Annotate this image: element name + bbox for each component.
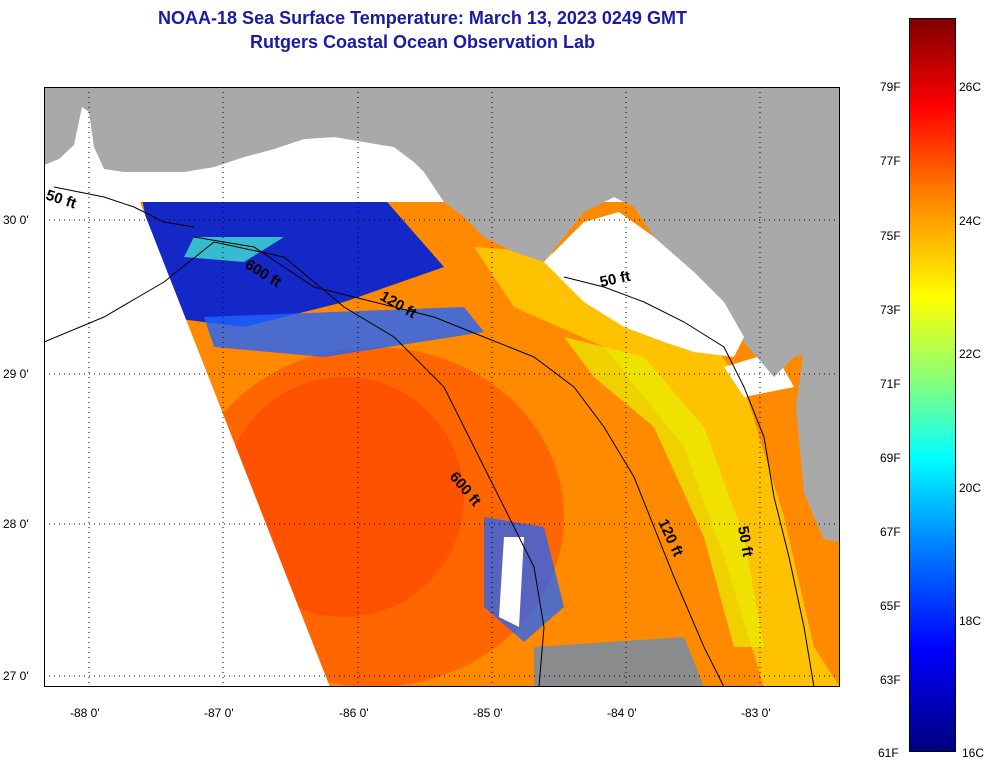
contour-label: 50 ft: [734, 525, 756, 558]
map-frame: [44, 87, 840, 687]
longitude-tick-label: -84 0': [607, 706, 637, 720]
peninsula-land: [796, 347, 840, 542]
graticule: [44, 87, 840, 687]
teal-patch: [184, 237, 284, 262]
colorbar-fahrenheit-label: 63F: [880, 673, 901, 687]
latitude-tick-label: 28 0': [3, 517, 29, 531]
colorbar-fahrenheit-label: 69F: [880, 451, 901, 465]
sst-map: 50 ft 600 ft 120 ft 50 ft 600 ft 120 ft …: [44, 87, 840, 687]
map-subtitle: Rutgers Coastal Ocean Observation Lab: [249, 32, 596, 52]
colorbar-fahrenheit-label: 79F: [880, 80, 901, 94]
southern-cool-patch: [534, 637, 704, 687]
latitude-tick-label: 27 0': [3, 669, 29, 683]
longitude-tick-label: -85 0': [473, 706, 503, 720]
colorbar-celsius-label: 22C: [959, 347, 982, 361]
longitude-tick-label: -83 0': [741, 706, 771, 720]
colorbar-fahrenheit-label: 77F: [880, 154, 901, 168]
colorbar-celsius-label: 18C: [959, 614, 982, 628]
latitude-tick-label: 29 0': [3, 367, 29, 381]
colorbar-fahrenheit-label: 67F: [880, 525, 901, 539]
colorbar-fahrenheit-label: 65F: [880, 599, 901, 613]
longitude-tick-label: -88 0': [70, 706, 100, 720]
contour-label: 50 ft: [598, 268, 632, 291]
colorbar-fahrenheit-label: 61F: [878, 746, 899, 760]
warm-center: [224, 377, 464, 617]
colorbar-celsius-label: 26C: [959, 80, 982, 94]
cold-nearshore-water: [140, 202, 444, 327]
colorbar-celsius-label: 20C: [959, 481, 982, 495]
big-bend-cloud: [544, 212, 744, 357]
shelf-yellow-band: [564, 337, 764, 647]
longitude-tick-label: -86 0': [339, 706, 369, 720]
cold-filament: [204, 307, 484, 357]
colorbar-fahrenheit-label: 71F: [880, 377, 901, 391]
colorbar-celsius-label: 24C: [959, 214, 982, 228]
colorbar-fahrenheit-label: 73F: [880, 303, 901, 317]
offshore-cloud: [499, 537, 524, 627]
colorbar-celsius-label: 16C: [962, 746, 985, 760]
land-overlay: [140, 87, 840, 377]
temperature-colorbar: [909, 18, 956, 752]
longitude-tick-label: -87 0': [204, 706, 234, 720]
latitude-tick-label: 30 0': [3, 213, 29, 227]
colorbar-fahrenheit-label: 75F: [880, 229, 901, 243]
map-title: NOAA-18 Sea Surface Temperature: March 1…: [158, 8, 687, 28]
depth-contours: [44, 186, 815, 687]
